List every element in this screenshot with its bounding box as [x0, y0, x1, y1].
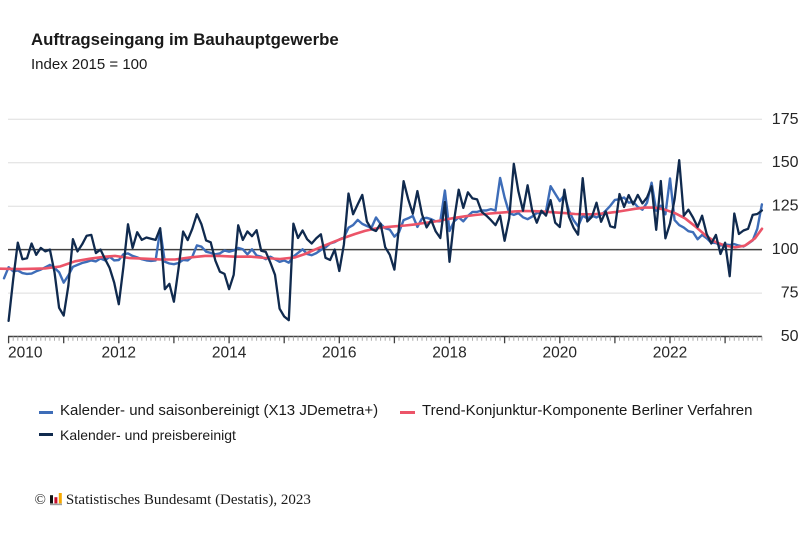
svg-text:2012: 2012	[102, 345, 136, 362]
svg-text:175: 175	[772, 111, 799, 128]
svg-text:2010: 2010	[8, 345, 43, 362]
svg-text:2016: 2016	[322, 345, 356, 362]
svg-text:2022: 2022	[653, 345, 687, 362]
svg-text:75: 75	[781, 285, 799, 302]
svg-text:50: 50	[781, 328, 799, 345]
svg-text:125: 125	[772, 198, 799, 215]
svg-text:2020: 2020	[543, 345, 578, 362]
svg-text:150: 150	[772, 154, 799, 171]
svg-text:2014: 2014	[212, 345, 247, 362]
svg-text:2018: 2018	[432, 345, 466, 362]
svg-text:100: 100	[772, 241, 799, 258]
